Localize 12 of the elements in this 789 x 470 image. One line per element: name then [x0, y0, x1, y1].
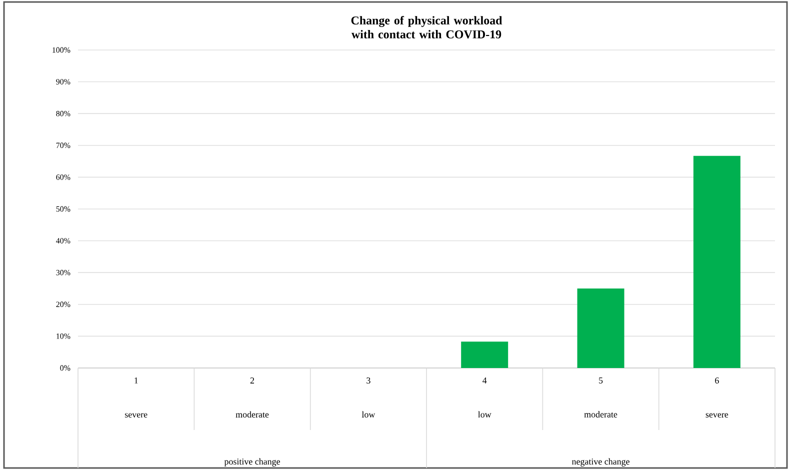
bar	[577, 288, 624, 368]
bar	[461, 342, 508, 368]
category-label: 2 moderate	[236, 378, 269, 418]
chart-title: Change of physical workload with contact with COVID-19	[351, 16, 502, 38]
category-label: 1 severe	[125, 378, 148, 418]
category-label: 3 low	[362, 378, 376, 418]
category-label: 4 low	[478, 378, 492, 418]
category-label: 5 moderate	[584, 378, 618, 418]
category-label: 6 severe	[706, 378, 728, 418]
text: positive change	[224, 458, 280, 466]
text: negative change	[572, 458, 630, 466]
bar	[693, 156, 740, 368]
